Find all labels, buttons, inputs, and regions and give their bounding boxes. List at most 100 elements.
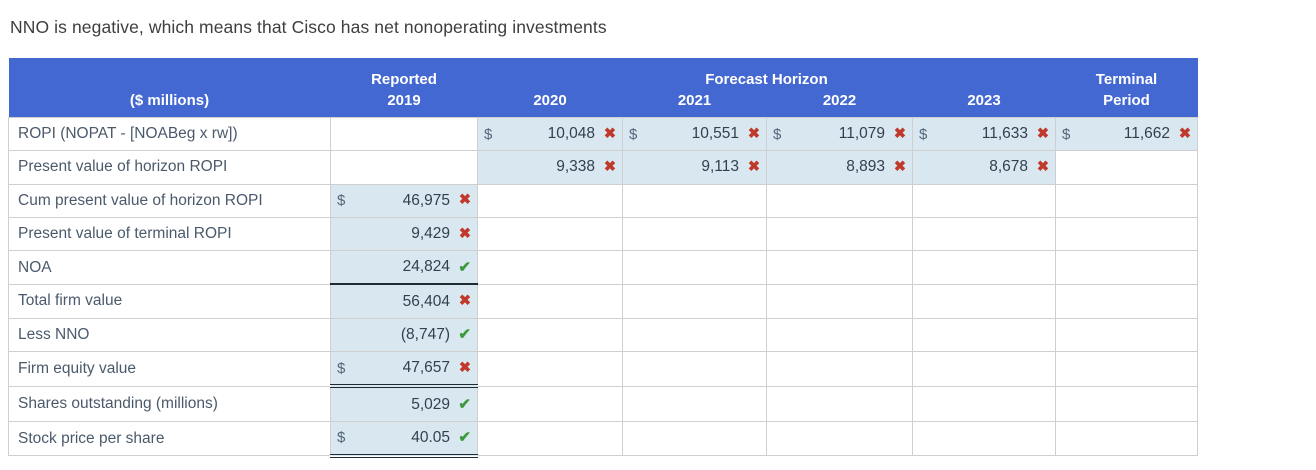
cell-value: (8,747) xyxy=(400,325,450,343)
cell-y2021 xyxy=(622,250,767,285)
cell-y2023[interactable]: $11,633 ✖ xyxy=(912,116,1056,152)
wrong-icon: ✖ xyxy=(747,159,760,176)
wrong-icon: ✖ xyxy=(1036,125,1049,142)
cell-y2023 xyxy=(912,250,1056,285)
header-reported: Reported xyxy=(330,58,478,88)
cell-y2020 xyxy=(477,250,623,285)
wrong-icon: ✖ xyxy=(1178,125,1191,142)
cell-y2019[interactable]: 9,429 ✖ xyxy=(330,216,478,252)
table-row: Firm equity value $47,657 ✖ xyxy=(8,351,1198,389)
header-year-2021: 2021 xyxy=(622,88,767,118)
cell-y2019[interactable]: $40.05 ✔ xyxy=(330,420,478,458)
row-label: Less NNO xyxy=(8,317,331,353)
row-label: Total firm value xyxy=(8,283,331,319)
cell-y2021 xyxy=(622,351,767,387)
cell-y2022 xyxy=(766,351,913,387)
cell-y2020 xyxy=(477,183,623,218)
cell-terminal xyxy=(1055,150,1198,185)
row-label: Present value of horizon ROPI xyxy=(8,150,331,185)
cell-y2019[interactable]: 5,029 ✔ xyxy=(330,385,478,422)
row-label: Shares outstanding (millions) xyxy=(8,385,331,422)
cell-value: 46,975 xyxy=(402,191,450,209)
wrong-icon: ✖ xyxy=(458,293,471,310)
cell-terminal[interactable]: $11,662 ✖ xyxy=(1055,116,1198,152)
table-row: Stock price per share $40.05 ✔ xyxy=(8,420,1198,458)
cell-y2022 xyxy=(766,283,913,319)
cell-y2019[interactable]: $47,657 ✖ xyxy=(330,351,478,389)
row-label: Cum present value of horizon ROPI xyxy=(8,183,331,218)
cell-terminal xyxy=(1055,317,1198,353)
cell-y2022 xyxy=(766,183,913,218)
wrong-icon: ✖ xyxy=(458,192,471,209)
cell-y2022 xyxy=(766,317,913,353)
header-year-2022: 2022 xyxy=(766,88,913,118)
cell-y2021[interactable]: $10,551 ✖ xyxy=(622,116,767,152)
table-body: ROPI (NOPAT - [NOABeg x rw]) $10,048 ✖ $10,… xyxy=(8,116,1198,458)
dollar-sign: $ xyxy=(337,192,346,210)
wrong-icon: ✖ xyxy=(1036,159,1049,176)
valuation-table: Reported Forecast Horizon Terminal ($ mi… xyxy=(8,58,1198,458)
cell-y2020[interactable]: $10,048 ✖ xyxy=(477,116,623,152)
cell-content: 8,678 ✖ xyxy=(919,158,1049,176)
table-row: Present value of terminal ROPI 9,429 ✖ xyxy=(8,216,1198,252)
cell-content: 5,029 ✔ xyxy=(337,396,471,414)
dollar-sign: $ xyxy=(919,125,928,143)
row-label: NOA xyxy=(8,250,331,285)
cell-y2023 xyxy=(912,420,1056,457)
cell-y2022 xyxy=(766,385,913,422)
cell-y2022 xyxy=(766,420,913,457)
cell-y2022[interactable]: $11,079 ✖ xyxy=(766,116,913,152)
header-year-2020: 2020 xyxy=(477,88,623,118)
cell-content: 9,338 ✖ xyxy=(484,158,616,176)
table-row: Present value of horizon ROPI 9,338 ✖ 9,113… xyxy=(8,150,1198,185)
row-label: Firm equity value xyxy=(8,351,331,387)
cell-value: 8,678 xyxy=(989,158,1028,176)
cell-terminal xyxy=(1055,420,1198,457)
cell-y2023[interactable]: 8,678 ✖ xyxy=(912,150,1056,185)
cell-value: 8,893 xyxy=(846,158,885,176)
cell-content: $11,079 ✖ xyxy=(773,125,906,143)
cell-y2022 xyxy=(766,250,913,285)
cell-y2020[interactable]: 9,338 ✖ xyxy=(477,150,623,185)
cell-y2023 xyxy=(912,385,1056,422)
cell-y2023 xyxy=(912,183,1056,218)
wrong-icon: ✖ xyxy=(458,359,471,376)
cell-value: 11,662 xyxy=(1123,125,1170,143)
cell-terminal xyxy=(1055,183,1198,218)
header-year-2019: 2019 xyxy=(330,88,478,118)
table-row: Cum present value of horizon ROPI $46,975… xyxy=(8,183,1198,218)
wrong-icon: ✖ xyxy=(893,125,906,142)
cell-y2019[interactable]: 24,824 ✔ xyxy=(330,250,478,286)
wrong-icon: ✖ xyxy=(458,225,471,242)
cell-value: 56,404 xyxy=(402,292,450,310)
cell-content: $10,551 ✖ xyxy=(629,125,760,143)
correct-icon: ✔ xyxy=(458,326,471,344)
table-row: Shares outstanding (millions) 5,029 ✔ xyxy=(8,385,1198,422)
cell-y2022 xyxy=(766,216,913,252)
cell-terminal xyxy=(1055,250,1198,285)
header-row-groups: Reported Forecast Horizon Terminal xyxy=(8,58,1198,88)
cell-value: 10,551 xyxy=(691,125,739,143)
header-millions-label: ($ millions) xyxy=(8,88,331,118)
dollar-sign: $ xyxy=(337,429,346,447)
cell-y2019[interactable]: 56,404 ✖ xyxy=(330,283,478,319)
cell-y2021[interactable]: 9,113 ✖ xyxy=(622,150,767,185)
cell-y2019 xyxy=(330,116,478,152)
cell-y2019 xyxy=(330,150,478,185)
cell-content: 9,429 ✖ xyxy=(337,225,471,243)
cell-value: 9,429 xyxy=(411,225,450,243)
cell-y2021 xyxy=(622,385,767,422)
cell-y2019[interactable]: (8,747) ✔ xyxy=(330,317,478,353)
cell-y2020 xyxy=(477,283,623,319)
header-year-2023: 2023 xyxy=(912,88,1056,118)
cell-value: 9,338 xyxy=(556,158,595,176)
cell-y2023 xyxy=(912,283,1056,319)
cell-y2021 xyxy=(622,420,767,457)
cell-value: 24,824 xyxy=(402,258,450,276)
row-label: ROPI (NOPAT - [NOABeg x rw]) xyxy=(8,116,331,152)
dollar-sign: $ xyxy=(1062,125,1071,143)
cell-value: 5,029 xyxy=(411,395,450,413)
cell-y2022[interactable]: 8,893 ✖ xyxy=(766,150,913,185)
cell-y2019[interactable]: $46,975 ✖ xyxy=(330,183,478,218)
